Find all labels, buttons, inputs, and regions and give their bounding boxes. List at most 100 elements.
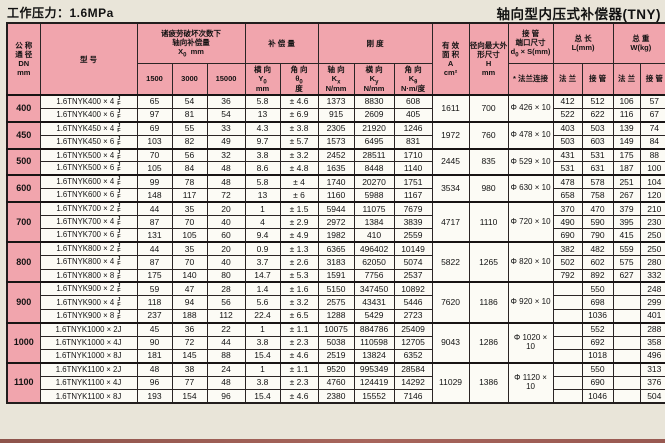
y0-cell: 22.4 xyxy=(244,308,281,324)
radial-max-cell: 1286 xyxy=(468,321,509,364)
pipe-dia-cell: Φ 920 × 10 xyxy=(507,281,554,324)
theta-cell: ± 1.5 xyxy=(279,201,319,217)
theta-cell: ± 2.9 xyxy=(279,215,319,230)
model-label: 1.6TNYK400 × 4 xyxy=(56,97,115,106)
col-header-length-pipe: 接 管 xyxy=(581,62,614,96)
kx-cell: 1288 xyxy=(317,308,355,324)
jf-suffix: J F xyxy=(117,189,121,201)
kx-cell: 3183 xyxy=(317,255,355,270)
theta-cell: ± 4.9 xyxy=(279,228,319,243)
model-cell: 1.6TNYK1100 × 4J xyxy=(39,375,138,391)
y0-cell: 3.7 xyxy=(244,255,281,270)
x15000-cell: 33 xyxy=(206,120,246,136)
radial-max-cell: 1386 xyxy=(468,361,509,404)
lf-cell xyxy=(552,321,583,337)
x15000-cell: 72 xyxy=(206,188,246,203)
theta-cell: ± 2.3 xyxy=(279,375,319,391)
model-label: 1.6TNYK800 × 4 xyxy=(56,257,115,267)
dn-cell: 600 xyxy=(6,174,41,203)
model-label: 1.6TNYK700 × 4 xyxy=(56,217,115,227)
model-label: 1.6TNYK900 × 8 xyxy=(56,310,115,320)
model-label: 1.6TNYK900 × 4 xyxy=(56,297,115,307)
model-label: 1.6TNYK1100 × 2J xyxy=(55,365,122,375)
area-cell: 7620 xyxy=(431,281,470,324)
model-label: 1.6TNYK700 × 2 xyxy=(56,204,115,214)
col-header-1500: 1500 xyxy=(136,62,173,96)
wp-cell: 104 xyxy=(639,174,665,190)
wf-cell: 251 xyxy=(612,174,641,190)
dn-cell: 1000 xyxy=(6,321,41,364)
x3000-cell: 54 xyxy=(171,93,208,109)
kth-cell: 6352 xyxy=(393,348,433,364)
lp-cell: 552 xyxy=(581,321,614,337)
wp-cell: 250 xyxy=(639,241,665,257)
kx-cell: 9520 xyxy=(317,361,355,377)
lf-cell: 502 xyxy=(552,255,583,270)
x1500-cell: 131 xyxy=(136,228,173,243)
col-header-dn: 公 称 通 径 DN mm xyxy=(6,22,41,96)
wp-cell: 67 xyxy=(639,107,665,123)
theta-cell: ± 4.8 xyxy=(279,161,319,176)
lf-cell xyxy=(552,308,583,324)
lf-cell: 490 xyxy=(552,215,583,230)
x15000-cell: 20 xyxy=(206,201,246,217)
model-label: 1.6TNYK400 × 6 xyxy=(56,109,115,119)
lf-cell: 403 xyxy=(552,120,583,136)
x15000-cell: 28 xyxy=(206,281,246,297)
wp-cell: 250 xyxy=(639,228,665,243)
model-label: 1.6TNYK800 × 2 xyxy=(56,244,115,254)
kx-cell: 1373 xyxy=(317,93,355,109)
wf-cell: 379 xyxy=(612,201,641,217)
model-label: 1.6TNYK500 × 6 xyxy=(56,163,115,173)
table-row: 1100 1.6TNYK1100 × 2J 48 38 24 1 ± 1.1 9520 9953… xyxy=(6,361,665,404)
x1500-cell: 59 xyxy=(136,281,173,297)
ky-cell: 11075 xyxy=(353,201,395,217)
kx-cell: 5038 xyxy=(317,335,355,350)
lf-cell xyxy=(552,335,583,350)
lf-cell: 792 xyxy=(552,268,583,283)
ky-cell: 15552 xyxy=(353,389,395,404)
jf-suffix: J F xyxy=(117,162,121,174)
x1500-cell: 118 xyxy=(136,295,173,310)
radial-max-cell: 1265 xyxy=(468,241,509,283)
theta-cell: ± 1.1 xyxy=(279,361,319,377)
wp-cell: 288 xyxy=(639,321,665,337)
ky-cell: 28511 xyxy=(353,147,395,163)
model-label: 1.6TNYK900 × 2 xyxy=(56,284,115,294)
x3000-cell: 47 xyxy=(171,281,208,297)
kx-cell: 5150 xyxy=(317,281,355,297)
pipe-dia-cell: Φ 1120 × 10 xyxy=(507,361,554,404)
lf-cell xyxy=(552,389,583,404)
x3000-cell: 105 xyxy=(171,228,208,243)
radial-max-cell: 1110 xyxy=(468,201,509,243)
title-bar: 工作压力：1.6MPa 轴向型内压式补偿器(TNY) xyxy=(0,2,665,22)
kth-cell: 2537 xyxy=(393,268,433,283)
x1500-cell: 87 xyxy=(136,215,173,230)
wf-cell xyxy=(612,281,641,297)
lf-cell xyxy=(552,295,583,310)
ky-cell: 1384 xyxy=(353,215,395,230)
x1500-cell: 175 xyxy=(136,268,173,283)
kth-cell: 831 xyxy=(393,134,433,150)
wf-cell: 415 xyxy=(612,228,641,243)
wp-cell: 248 xyxy=(639,281,665,297)
y0-cell: 9.4 xyxy=(244,228,281,243)
col-header-15000: 15000 xyxy=(206,62,246,96)
x3000-cell: 38 xyxy=(171,361,208,377)
kx-cell: 1591 xyxy=(317,268,355,283)
theta-cell: ± 4.6 xyxy=(279,389,319,404)
lf-cell xyxy=(552,281,583,297)
lf-cell: 412 xyxy=(552,93,583,109)
col-header-weight-flange: 法 兰 xyxy=(612,62,641,96)
lf-cell: 431 xyxy=(552,147,583,163)
y0-cell: 13 xyxy=(244,107,281,123)
x15000-cell: 48 xyxy=(206,161,246,176)
